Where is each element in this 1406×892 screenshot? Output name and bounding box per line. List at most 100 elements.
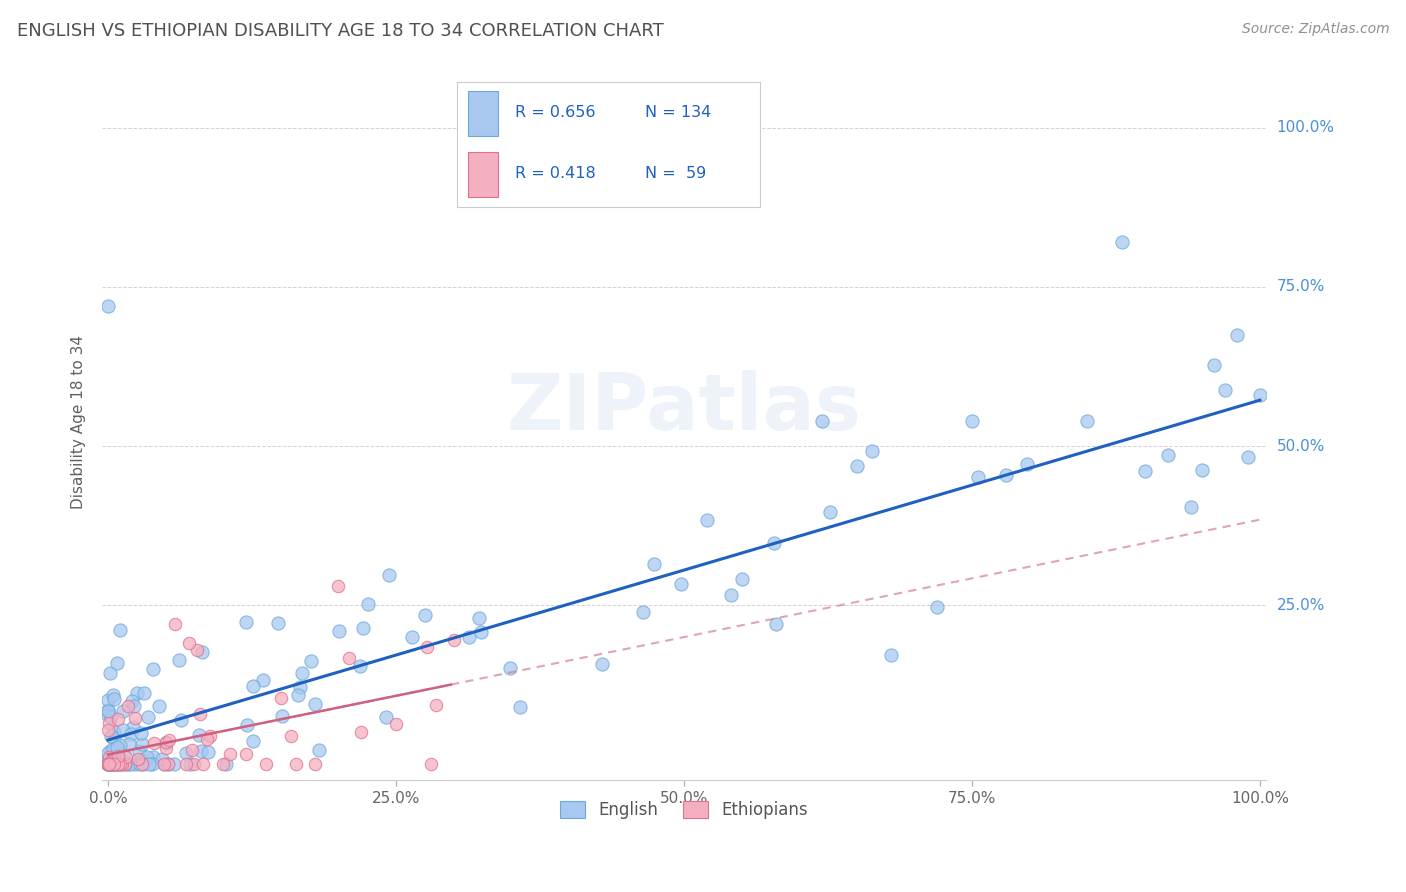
Point [132,757,155,772]
Point [127,686,149,700]
Point [97,707,120,722]
Point [101,742,124,756]
Point [443,632,465,647]
Point [98,755,121,769]
Point [103,757,125,772]
Point [107,757,129,772]
Point [960,414,983,428]
Legend: English, Ethiopians: English, Ethiopians [553,794,814,826]
Point [180,743,202,757]
Point [136,710,159,724]
Point [267,615,290,630]
Point [1180,500,1202,514]
Point [357,598,380,612]
Point [110,757,132,772]
Point [927,599,949,614]
Text: ENGLISH VS ETHIOPIAN DISABILITY AGE 18 TO 34 CORRELATION CHART: ENGLISH VS ETHIOPIAN DISABILITY AGE 18 T… [17,22,664,40]
Point [97,757,120,772]
Point [242,733,264,747]
Point [218,747,240,761]
Point [105,757,128,772]
Point [118,737,141,751]
Point [97,757,120,772]
Point [148,699,170,714]
Point [308,743,330,757]
Point [200,729,222,743]
Point [288,681,311,695]
Point [669,577,692,591]
Text: 100.0%: 100.0% [1277,120,1334,136]
Point [157,733,180,747]
Point [152,757,174,772]
Point [1226,327,1249,342]
Point [1249,388,1271,402]
Point [163,757,186,772]
Point [105,656,128,670]
Point [995,467,1018,482]
Point [97,757,120,772]
Y-axis label: Disability Age 18 to 34: Disability Age 18 to 34 [72,335,86,509]
Point [120,727,142,741]
Point [457,630,479,644]
Point [103,724,125,739]
Point [97,757,120,772]
Point [100,710,122,724]
Point [97,703,120,717]
Point [100,757,122,772]
Point [111,757,134,772]
Point [153,757,176,772]
Point [270,709,292,723]
Point [141,757,163,772]
Point [129,753,152,767]
Point [107,757,129,772]
Point [114,757,136,772]
Point [122,699,145,714]
Point [108,739,131,753]
Point [818,505,841,519]
Point [167,653,190,667]
Point [97,693,120,707]
Point [285,757,308,772]
Point [190,744,212,758]
Point [254,757,277,772]
Point [97,299,120,313]
Point [129,725,152,739]
Point [401,630,423,644]
Point [97,757,120,772]
Point [287,688,309,702]
Text: 50.0%: 50.0% [1277,439,1324,453]
Point [127,752,149,766]
Point [191,645,214,659]
Point [110,623,132,637]
Point [128,744,150,758]
Point [349,659,371,673]
Point [98,757,121,772]
Point [143,736,166,750]
Point [174,746,197,760]
Point [377,567,399,582]
Point [131,737,153,751]
Point [183,757,205,772]
Point [328,579,350,593]
Point [1215,384,1237,398]
Point [350,725,373,739]
Point [280,729,302,743]
Point [730,572,752,586]
Point [509,700,531,714]
Point [291,666,314,681]
Point [107,712,129,726]
Point [215,757,238,772]
Point [112,747,135,762]
Point [122,720,145,734]
Point [156,757,179,772]
Point [98,757,121,772]
Point [415,608,437,623]
Point [1237,450,1260,465]
Point [129,757,152,772]
Point [155,736,177,750]
Point [117,757,139,772]
Point [108,757,131,772]
Point [498,661,520,675]
Point [212,757,235,772]
Point [242,679,264,693]
